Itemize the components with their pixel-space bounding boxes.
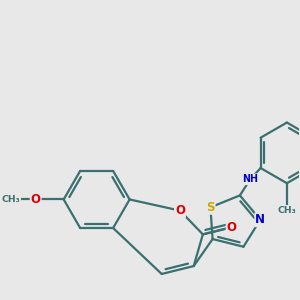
Text: CH₃: CH₃	[2, 195, 20, 204]
Text: CH₃: CH₃	[278, 206, 296, 215]
Text: O: O	[31, 193, 41, 206]
Text: O: O	[227, 221, 237, 234]
Text: O: O	[175, 204, 185, 217]
Text: NH: NH	[242, 174, 258, 184]
Text: N: N	[255, 213, 265, 226]
Text: S: S	[206, 201, 214, 214]
